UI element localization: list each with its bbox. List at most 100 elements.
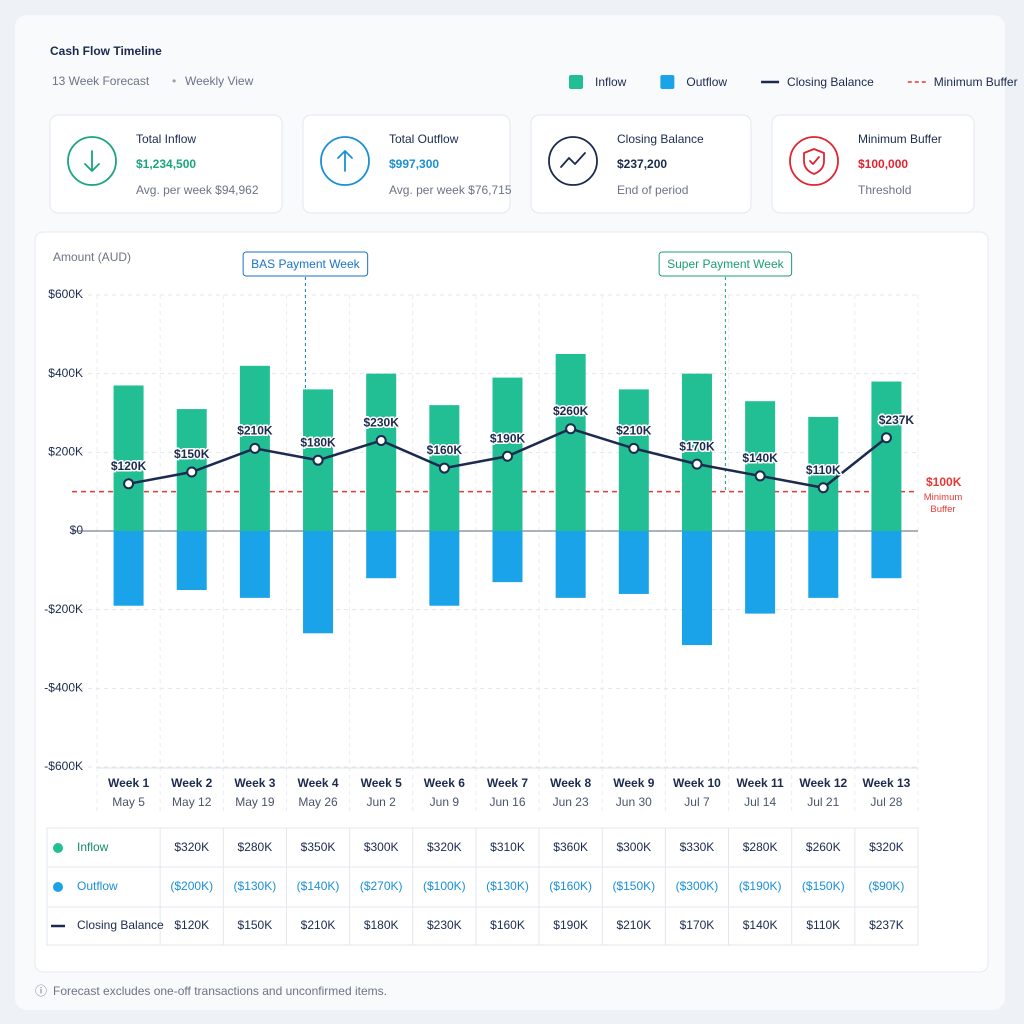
- table-cell: ($140K): [297, 879, 340, 893]
- x-tick-date: Jun 23: [553, 795, 589, 809]
- kpi-value: $1,234,500: [136, 157, 196, 171]
- kpi-value: $237,200: [617, 157, 667, 171]
- kpi-icon: [548, 136, 598, 186]
- balance-point: [565, 423, 577, 435]
- bar: [303, 531, 334, 634]
- legend-label: Inflow: [595, 75, 627, 89]
- bar: [745, 531, 776, 614]
- legend-label: Minimum Buffer: [934, 75, 1018, 89]
- table-cell: $120K: [174, 918, 209, 932]
- x-tick-label: Week 8: [550, 776, 591, 790]
- page-title: Cash Flow Timeline: [50, 44, 162, 58]
- kpi-card: [49, 114, 283, 214]
- balance-point: [754, 470, 766, 482]
- bar: [681, 531, 712, 646]
- balance-point: [186, 466, 198, 478]
- data-label: $110K: [806, 463, 841, 477]
- annotation-box: [658, 251, 793, 277]
- kpi-card: [771, 114, 975, 214]
- x-tick-label: Week 7: [487, 776, 528, 790]
- table-cell: $180K: [364, 918, 399, 932]
- table-cell: ($300K): [676, 879, 719, 893]
- x-tick-label: Week 1: [108, 776, 149, 790]
- x-tick-label: Week 3: [234, 776, 275, 790]
- footer-note: Forecast excludes one-off transactions a…: [53, 984, 387, 998]
- table-cell: ($270K): [360, 879, 403, 893]
- x-tick-label: Week 13: [863, 776, 911, 790]
- table-cell: ($100K): [423, 879, 466, 893]
- bar: [808, 531, 839, 598]
- bar: [618, 531, 649, 594]
- y-tick-label: $600K: [48, 287, 83, 301]
- kpi-note: Threshold: [858, 183, 911, 197]
- separator: •: [172, 74, 176, 88]
- balance-point: [628, 442, 640, 454]
- y-tick-label: $200K: [48, 445, 83, 459]
- x-tick-date: Jul 7: [684, 795, 710, 809]
- bar: [176, 531, 207, 590]
- kpi-value: $997,300: [389, 157, 439, 171]
- legend-label: Closing Balance: [787, 75, 874, 89]
- buffer-note-box: Minimum Buffer: [924, 492, 963, 515]
- bar: [871, 531, 902, 579]
- bar: [429, 531, 460, 606]
- table-cell: $300K: [616, 840, 651, 854]
- table-cell: ($160K): [549, 879, 592, 893]
- table-cell: $110K: [806, 918, 840, 932]
- y-tick-label: $400K: [48, 366, 83, 380]
- bar: [492, 531, 523, 583]
- table-cell: ($130K): [234, 879, 277, 893]
- kpi-card: [530, 114, 752, 214]
- data-label: $260K: [553, 404, 589, 418]
- x-tick-date: Jul 21: [807, 795, 839, 809]
- x-tick-label: Week 10: [673, 776, 721, 790]
- balance-point: [502, 450, 513, 462]
- buffer-value-label: $100K: [926, 475, 962, 489]
- bar: [555, 531, 586, 598]
- table-cell: $350K: [301, 840, 336, 854]
- table-cell: $300K: [364, 840, 399, 854]
- info-icon: ⓘ: [35, 984, 47, 998]
- kpi-label: Total Inflow: [136, 132, 196, 146]
- table-row-label: Closing Balance: [77, 918, 164, 932]
- balance-point: [312, 454, 324, 466]
- table-cell: $310K: [490, 840, 525, 854]
- table-cell: $237K: [869, 918, 904, 932]
- legend-label: Outflow: [686, 75, 727, 89]
- legend-swatch: [569, 75, 583, 89]
- bar: [681, 373, 712, 531]
- x-tick-date: Jul 14: [744, 795, 776, 809]
- bar: [113, 531, 144, 606]
- bar: [366, 531, 397, 579]
- table-cell: $160K: [490, 918, 525, 932]
- data-label: $150K: [174, 447, 210, 461]
- kpi-value: $100,000: [858, 157, 908, 171]
- table-cell: $330K: [680, 840, 715, 854]
- kpi-note: Avg. per week $94,962: [136, 183, 259, 197]
- table-cell: $210K: [301, 918, 336, 932]
- x-tick-date: Jun 9: [430, 795, 460, 809]
- table-cell: $320K: [869, 840, 904, 854]
- x-tick-date: Jun 2: [367, 795, 397, 809]
- balance-point: [880, 432, 892, 444]
- y-tick-label: -$400K: [44, 681, 83, 695]
- table-row-label: Outflow: [77, 879, 118, 893]
- view: Weekly View: [185, 74, 254, 88]
- y-tick-label: $0: [70, 523, 84, 537]
- legend-swatch: [660, 75, 675, 89]
- bar: [366, 373, 397, 531]
- data-label: $190K: [490, 431, 526, 445]
- balance-point: [438, 462, 450, 474]
- table-cell: ($190K): [739, 879, 782, 893]
- kpi-icon: [67, 136, 117, 186]
- table-cell: $230K: [427, 918, 462, 932]
- table-marker: [53, 843, 63, 853]
- x-tick-label: Week 4: [297, 776, 338, 790]
- table-cell: $320K: [427, 840, 462, 854]
- table-cell: $360K: [553, 840, 588, 854]
- bar: [555, 354, 586, 531]
- bar: [239, 531, 270, 598]
- x-tick-date: May 5: [112, 795, 145, 809]
- data-label: $140K: [742, 451, 778, 465]
- table-cell: $140K: [743, 918, 778, 932]
